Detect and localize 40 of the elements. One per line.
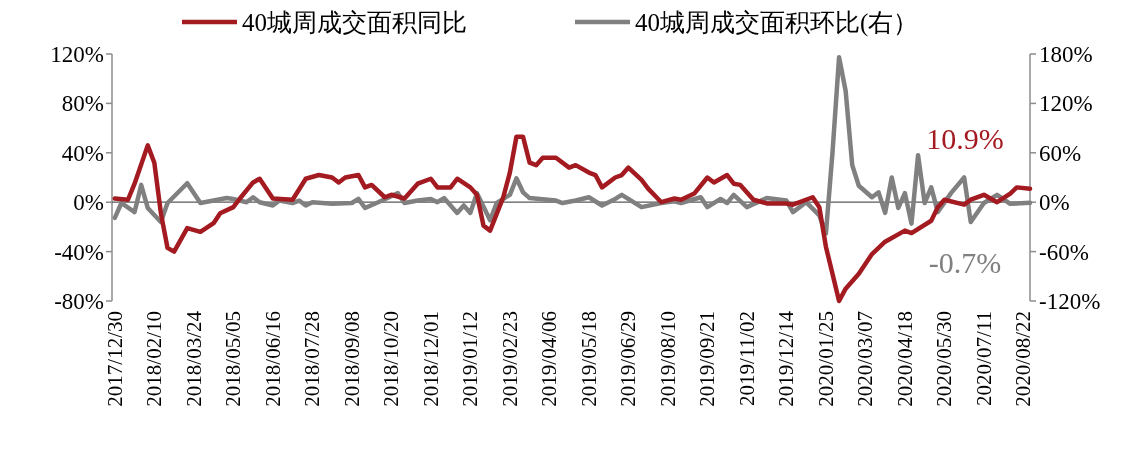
- x-tick-label: 2019/04/06: [537, 311, 562, 407]
- y-tick-label: -40%: [54, 239, 104, 265]
- x-tick-label: 2018/02/10: [142, 311, 167, 407]
- annotation: -0.7%: [928, 245, 1002, 279]
- y-tick-label: 120%: [50, 42, 104, 67]
- y2-tick-label: 120%: [1039, 91, 1093, 117]
- legend-label: 40城周成交面积同比: [242, 9, 467, 36]
- x-tick-label: 2019/11/02: [734, 311, 759, 406]
- x-tick-label: 2018/12/01: [418, 311, 443, 407]
- x-tick-label: 2020/05/30: [932, 311, 957, 407]
- y-tick-label: 80%: [61, 91, 104, 117]
- x-tick-label: 2020/07/11: [971, 311, 996, 406]
- x-tick-label: 2019/05/18: [576, 311, 601, 407]
- x-tick-label: 2018/05/05: [221, 311, 246, 407]
- x-tick-label: 2019/01/12: [458, 311, 483, 407]
- y2-tick-label: 0%: [1039, 190, 1070, 216]
- x-tick-label: 2020/03/07: [853, 311, 878, 407]
- x-tick-label: 2019/09/21: [695, 311, 720, 407]
- x-tick-label: 2020/01/25: [813, 311, 838, 407]
- y-tick-label: -80%: [54, 289, 104, 314]
- x-tick-label: 2018/07/28: [300, 311, 325, 407]
- y-tick-label: 0%: [73, 190, 104, 216]
- x-tick-label: 2020/08/22: [1011, 311, 1036, 407]
- y2-tick-label: 60%: [1039, 140, 1082, 166]
- y2-tick-label: 180%: [1039, 42, 1093, 67]
- x-tick-label: 2019/02/23: [497, 311, 522, 407]
- y2-tick-label: -120%: [1039, 289, 1101, 314]
- y-tick-label: 40%: [61, 140, 104, 166]
- x-tick-label: 2017/12/30: [102, 311, 127, 407]
- x-tick-label: 2019/12/14: [774, 310, 799, 407]
- x-tick-label: 2018/03/24: [181, 310, 206, 407]
- x-tick-label: 2018/10/20: [379, 311, 404, 407]
- legend-label: 40城周成交面积环比(右）: [635, 9, 919, 37]
- x-tick-label: 2018/06/16: [260, 311, 285, 407]
- x-tick-label: 2019/08/10: [655, 311, 680, 407]
- y2-tick-label: -60%: [1039, 239, 1089, 265]
- x-tick-label: 2018/09/08: [339, 311, 364, 407]
- annotation: 10.9%: [926, 121, 1004, 155]
- x-tick-label: 2020/04/18: [892, 311, 917, 407]
- x-tick-label: 2019/06/29: [616, 311, 641, 407]
